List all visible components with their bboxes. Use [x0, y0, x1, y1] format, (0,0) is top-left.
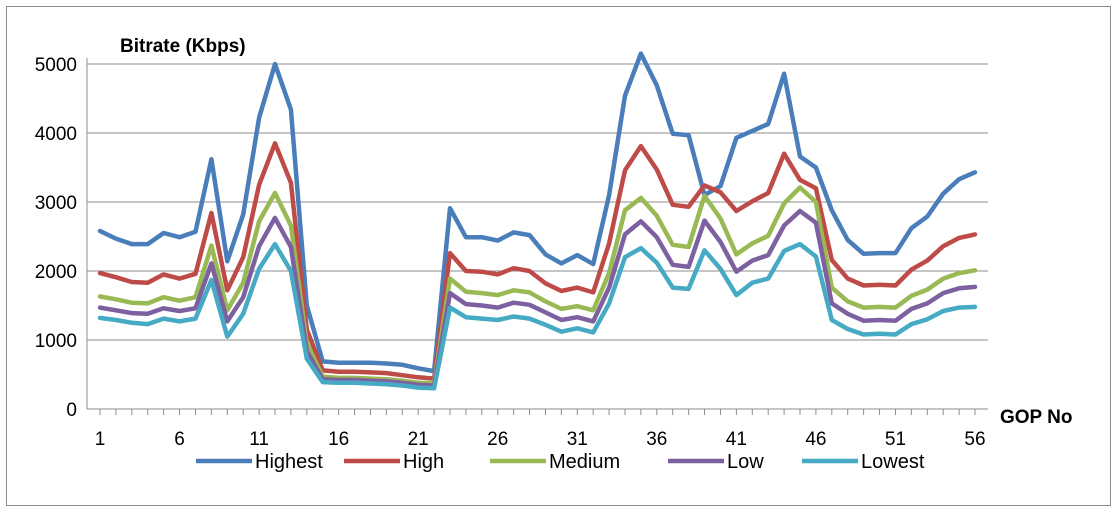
x-tick-label: 31	[567, 429, 588, 450]
series-line-medium	[97, 185, 978, 386]
axes	[86, 58, 988, 415]
legend-label: Lowest	[861, 451, 925, 473]
x-tick-label: 1	[95, 429, 106, 450]
x-tick-label: 11	[249, 429, 269, 450]
legend-label: Medium	[549, 451, 620, 473]
x-tick-label: 46	[805, 429, 826, 450]
legend-item-lowest: Lowest	[802, 451, 925, 473]
legend-label: High	[403, 451, 444, 473]
legend-item-low: Low	[668, 451, 764, 473]
series-line-lowest	[97, 241, 978, 391]
y-tick-label: 1000	[35, 331, 77, 352]
y-tick-label: 5000	[35, 55, 77, 76]
chart-frame	[6, 6, 1111, 506]
y-tick-label: 0	[66, 400, 77, 421]
series-line-low	[97, 208, 978, 388]
y-tick-label: 3000	[35, 193, 77, 214]
y-tick-label: 2000	[35, 262, 77, 283]
x-tick-label: 16	[328, 429, 349, 450]
legend-label: Low	[727, 451, 764, 473]
x-tick-label: 21	[408, 429, 429, 450]
legend: Highest High Medium Low Lowest	[196, 451, 925, 473]
x-tick-label: 56	[964, 429, 985, 450]
y-tick-label: 4000	[35, 124, 77, 145]
y-tick-labels: 0 1000 2000 3000 4000 5000	[35, 55, 77, 421]
legend-item-highest: Highest	[196, 451, 323, 473]
series-line-highest	[97, 51, 978, 374]
legend-item-medium: Medium	[490, 451, 620, 473]
series-line-high	[97, 141, 978, 381]
x-tick-label: 41	[726, 429, 747, 450]
x-tick-label: 36	[646, 429, 667, 450]
x-tick-label: 6	[174, 429, 185, 450]
x-tick-labels: 1 6 11 16 21 26 31 36 41 46 51 56	[95, 429, 986, 450]
x-tick-label: 26	[487, 429, 508, 450]
legend-item-high: High	[344, 451, 444, 473]
x-tick-label: 51	[885, 429, 906, 450]
y-axis-title: Bitrate (Kbps)	[120, 36, 246, 57]
x-axis-title: GOP No	[1000, 407, 1073, 428]
series-lines	[97, 51, 978, 391]
legend-label: Highest	[255, 451, 323, 473]
